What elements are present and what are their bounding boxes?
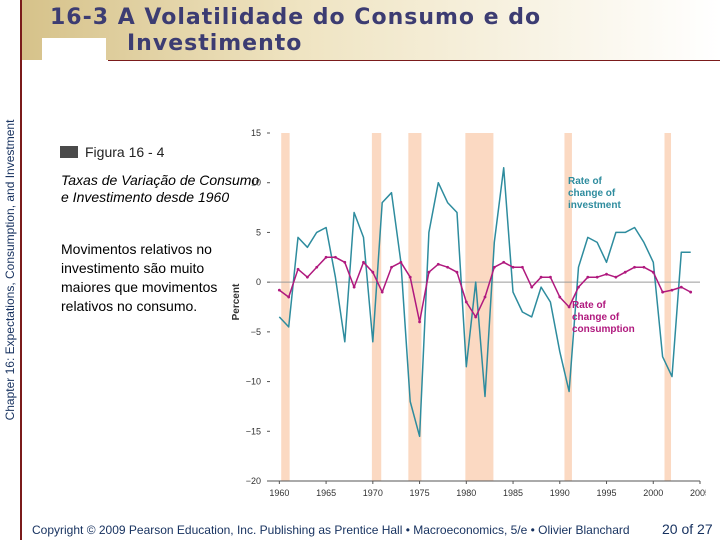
consumption-point: [605, 272, 608, 276]
investment-consumption-chart: 15 10 5 0 −5 −10 −15 −20 1960 1965 1970 1975 1980 198…: [231, 128, 706, 498]
investment-series-label-line: change of: [568, 188, 616, 199]
y-tick-label: 10: [251, 178, 261, 188]
consumption-point: [623, 270, 627, 274]
consumption-point: [446, 265, 450, 269]
consumption-point: [586, 275, 590, 279]
consumption-point: [651, 270, 655, 274]
consumption-point: [492, 265, 496, 269]
consumption-point: [530, 285, 534, 289]
x-tick-label: 2000: [643, 488, 663, 498]
consumption-point: [380, 290, 384, 294]
figure-label: Figura 16 - 4: [60, 144, 164, 160]
investment-series-label-line: Rate of: [568, 176, 603, 187]
consumption-point: [296, 267, 300, 271]
title-box-accent: [42, 38, 106, 60]
consumption-series-label-line: change of: [572, 312, 620, 323]
x-tick-label: 1960: [269, 488, 289, 498]
slide-title: 16-3 A Volatilidade do Consumo e do Inve…: [50, 5, 541, 57]
consumption-point: [371, 270, 375, 274]
chart-axes: 15 10 5 0 −5 −10 −15 −20 1960 1965 1970 1975 1980 198…: [231, 128, 706, 498]
page-number: 20 of 27: [662, 521, 713, 537]
consumption-point: [642, 265, 646, 269]
consumption-point: [670, 288, 674, 292]
consumption-point: [661, 290, 665, 294]
consumption-point: [679, 285, 683, 289]
slide-title-line2: Investimento: [127, 31, 303, 56]
recession-band-5: [664, 133, 672, 481]
x-tick-label: 1965: [316, 488, 336, 498]
consumption-point: [408, 275, 412, 279]
x-tick-label: 2005: [690, 488, 706, 498]
y-axis-label: Percent: [231, 283, 242, 320]
consumption-point: [502, 260, 506, 264]
consumption-point: [362, 260, 365, 264]
consumption-point: [343, 260, 347, 264]
x-tick-label: 1995: [597, 488, 617, 498]
x-tick-label: 1975: [410, 488, 430, 498]
consumption-point: [520, 265, 524, 269]
chart-series: [277, 167, 693, 438]
consumption-series-label-line: Rate of: [572, 300, 607, 311]
consumption-point: [474, 315, 478, 319]
consumption-point: [334, 255, 337, 259]
recession-band-2: [408, 133, 422, 481]
consumption-point: [352, 285, 356, 289]
consumption-point: [436, 262, 440, 266]
y-tick-label: 5: [256, 227, 261, 237]
consumption-point: [427, 270, 431, 274]
figure-label-text: Figura 16 - 4: [85, 144, 165, 160]
consumption-point: [418, 320, 421, 324]
consumption-point: [277, 288, 281, 292]
recession-band-1: [371, 133, 382, 481]
figure-caption: Taxas de Variação de Consumo e Investime…: [61, 172, 260, 205]
side-band: Chapter 16: Expectations, Consumption, a…: [0, 0, 20, 540]
consumption-point: [595, 275, 599, 279]
consumption-point: [399, 260, 403, 264]
recession-band-0: [281, 133, 290, 481]
title-banner: [22, 0, 720, 60]
consumption-point: [315, 265, 319, 269]
consumption-point: [324, 255, 328, 259]
consumption-point: [483, 295, 487, 299]
investment-series-line: [278, 167, 691, 438]
consumption-point: [390, 265, 393, 269]
side-divider: [20, 0, 22, 540]
slide-title-line1: 16-3 A Volatilidade do Consumo e do: [50, 5, 542, 30]
x-tick-label: 1985: [503, 488, 523, 498]
figure-description: Movimentos relativos no investimento são…: [61, 241, 218, 314]
investment-series-label-line: investment: [568, 200, 621, 211]
consumption-point: [558, 295, 562, 299]
consumption-point: [287, 295, 291, 299]
y-tick-label: −20: [246, 476, 261, 486]
footer-copyright: Copyright © 2009 Pearson Education, Inc.…: [32, 523, 630, 537]
consumption-point: [689, 290, 693, 294]
x-tick-label: 1970: [363, 488, 383, 498]
consumption-point: [539, 275, 543, 279]
y-tick-label: −5: [251, 327, 261, 337]
y-tick-label: 0: [256, 277, 261, 287]
x-tick-label: 1990: [550, 488, 570, 498]
consumption-point: [633, 265, 636, 269]
consumption-series-label-line: consumption: [572, 324, 635, 335]
consumption-series-label: Rate of change of consumption: [572, 300, 635, 335]
y-tick-label: 15: [251, 128, 261, 138]
x-tick-label: 1980: [456, 488, 476, 498]
y-tick-label: −15: [246, 426, 261, 436]
chapter-side-label: Chapter 16: Expectations, Consumption, a…: [3, 119, 17, 421]
y-tick-label: −10: [246, 377, 261, 387]
investment-series-label: Rate of change of investment: [568, 176, 621, 211]
figure-square-icon: [60, 146, 78, 158]
consumption-point: [549, 275, 552, 279]
consumption-point: [464, 300, 468, 304]
consumption-point: [567, 305, 571, 309]
consumption-point: [511, 265, 515, 269]
consumption-point: [305, 275, 309, 279]
consumption-point: [455, 270, 459, 274]
consumption-point: [614, 275, 618, 279]
title-underline: [108, 60, 720, 61]
consumption-point: [577, 285, 580, 289]
